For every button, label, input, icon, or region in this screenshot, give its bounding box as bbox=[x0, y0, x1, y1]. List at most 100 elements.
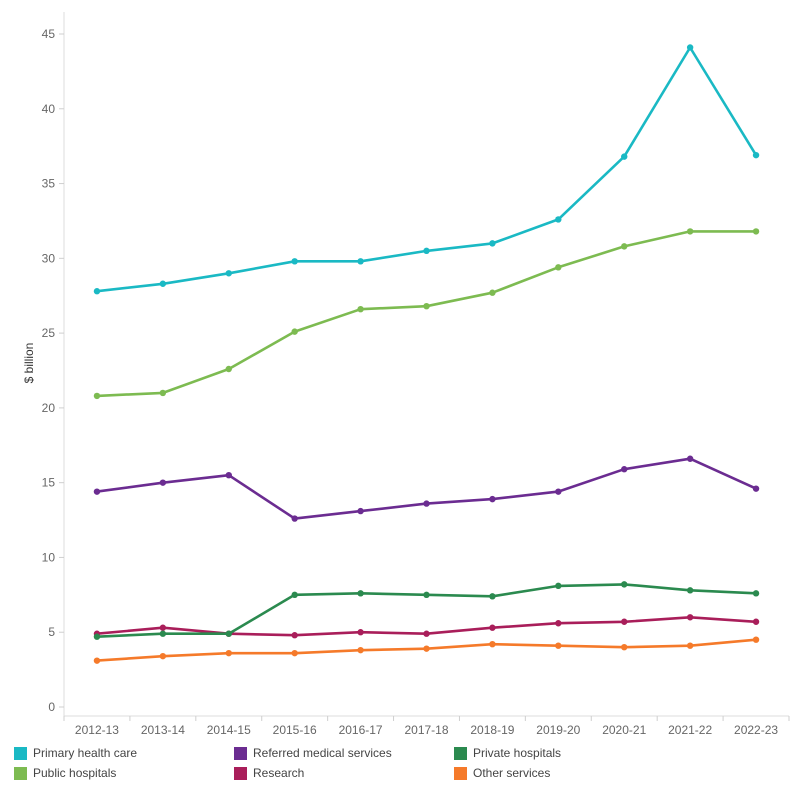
data-point-public-hospitals[interactable] bbox=[225, 365, 232, 373]
data-point-other-services[interactable] bbox=[291, 649, 298, 657]
data-point-primary-health-care[interactable] bbox=[357, 258, 364, 265]
data-point-private-hospitals[interactable] bbox=[93, 633, 101, 640]
line-chart: $ billion 0 5 10 15 20 25 30 35 40 45 2012-13 2013-… bbox=[22, 12, 790, 737]
x-tick-label: 2017-18 bbox=[404, 723, 448, 737]
series-other-services bbox=[93, 636, 760, 664]
legend-label: Public hospitals bbox=[33, 766, 117, 780]
y-tick-label: 10 bbox=[42, 550, 56, 564]
data-point-public-hospitals[interactable] bbox=[93, 392, 101, 400]
data-point-primary-health-care[interactable] bbox=[225, 270, 232, 277]
legend-swatch bbox=[454, 746, 467, 760]
y-tick-label: 40 bbox=[42, 102, 56, 116]
data-point-primary-health-care[interactable] bbox=[752, 151, 760, 159]
data-point-private-hospitals[interactable] bbox=[159, 630, 167, 637]
data-point-referred-medical-services[interactable] bbox=[93, 488, 101, 495]
data-point-other-services[interactable] bbox=[752, 636, 760, 643]
data-point-referred-medical-services[interactable] bbox=[621, 466, 628, 473]
data-point-referred-medical-services[interactable] bbox=[752, 485, 760, 492]
series-public-hospitals bbox=[93, 228, 760, 400]
data-point-other-services[interactable] bbox=[621, 643, 628, 651]
data-point-primary-health-care[interactable] bbox=[159, 280, 167, 287]
data-point-private-hospitals[interactable] bbox=[686, 587, 694, 594]
data-point-private-hospitals[interactable] bbox=[357, 590, 364, 597]
data-point-referred-medical-services[interactable] bbox=[686, 455, 694, 462]
data-point-primary-health-care[interactable] bbox=[621, 153, 628, 160]
data-point-other-services[interactable] bbox=[357, 646, 364, 654]
y-tick-label: 15 bbox=[42, 476, 56, 490]
y-tick-label: 45 bbox=[42, 27, 56, 41]
series-line-public-hospitals bbox=[95, 230, 758, 398]
y-axis-title: $ billion bbox=[22, 343, 36, 384]
data-point-other-services[interactable] bbox=[489, 640, 496, 648]
data-point-public-hospitals[interactable] bbox=[686, 228, 694, 235]
legend-item-public-hospitals[interactable]: Public hospitals bbox=[14, 766, 116, 780]
legend-item-private-hospitals[interactable]: Private hospitals bbox=[454, 746, 561, 760]
legend-swatch bbox=[454, 766, 467, 780]
data-point-research[interactable] bbox=[555, 620, 562, 627]
data-point-research[interactable] bbox=[621, 618, 628, 625]
data-point-private-hospitals[interactable] bbox=[555, 582, 562, 590]
legend-item-primary-health-care[interactable]: Primary health care bbox=[14, 746, 137, 760]
data-point-other-services[interactable] bbox=[555, 642, 562, 649]
data-point-research[interactable] bbox=[291, 632, 298, 639]
data-point-referred-medical-services[interactable] bbox=[225, 471, 232, 479]
x-tick-label: 2012-13 bbox=[75, 723, 119, 737]
legend-item-other-services[interactable]: Other services bbox=[454, 766, 550, 780]
data-point-primary-health-care[interactable] bbox=[93, 288, 101, 295]
y-tick-label: 0 bbox=[48, 700, 55, 714]
data-point-other-services[interactable] bbox=[423, 645, 430, 652]
data-point-research[interactable] bbox=[752, 618, 760, 625]
data-point-research[interactable] bbox=[686, 614, 694, 621]
data-point-public-hospitals[interactable] bbox=[621, 243, 628, 250]
y-tick-label: 20 bbox=[42, 401, 56, 415]
legend-label: Referred medical services bbox=[253, 746, 392, 760]
data-point-referred-medical-services[interactable] bbox=[555, 488, 562, 495]
data-point-private-hospitals[interactable] bbox=[489, 593, 496, 600]
y-tick-label: 30 bbox=[42, 251, 56, 265]
data-point-public-hospitals[interactable] bbox=[423, 302, 430, 310]
data-point-public-hospitals[interactable] bbox=[752, 228, 760, 235]
data-point-public-hospitals[interactable] bbox=[555, 264, 562, 271]
legend-item-referred-medical-services[interactable]: Referred medical services bbox=[234, 746, 392, 760]
data-point-referred-medical-services[interactable] bbox=[423, 500, 430, 507]
data-point-other-services[interactable] bbox=[93, 657, 101, 664]
x-tick-label: 2022-23 bbox=[734, 723, 778, 737]
series-line-referred-medical-services bbox=[95, 457, 758, 520]
data-point-primary-health-care[interactable] bbox=[489, 240, 496, 247]
data-point-primary-health-care[interactable] bbox=[423, 247, 430, 255]
data-point-public-hospitals[interactable] bbox=[291, 328, 298, 335]
data-point-private-hospitals[interactable] bbox=[752, 590, 760, 597]
data-point-public-hospitals[interactable] bbox=[489, 289, 496, 296]
data-point-research[interactable] bbox=[159, 624, 167, 631]
data-point-public-hospitals[interactable] bbox=[357, 305, 364, 313]
data-point-referred-medical-services[interactable] bbox=[357, 507, 364, 515]
x-tick-label: 2019-20 bbox=[536, 723, 580, 737]
data-point-referred-medical-services[interactable] bbox=[291, 515, 298, 522]
series-referred-medical-services bbox=[93, 455, 760, 522]
data-point-other-services[interactable] bbox=[159, 652, 167, 660]
legend-label: Other services bbox=[473, 766, 551, 780]
data-point-referred-medical-services[interactable] bbox=[489, 495, 496, 503]
x-tick-label: 2018-19 bbox=[470, 723, 514, 737]
data-point-primary-health-care[interactable] bbox=[686, 44, 694, 51]
data-point-primary-health-care[interactable] bbox=[291, 258, 298, 265]
data-point-private-hospitals[interactable] bbox=[423, 591, 430, 599]
x-tick-label: 2015-16 bbox=[273, 723, 317, 737]
x-tick-label: 2016-17 bbox=[339, 723, 383, 737]
data-point-research[interactable] bbox=[423, 630, 430, 637]
data-point-referred-medical-services[interactable] bbox=[159, 479, 167, 486]
data-point-research[interactable] bbox=[357, 629, 364, 636]
series-line-primary-health-care bbox=[95, 46, 758, 293]
legend-item-research[interactable]: Research bbox=[234, 766, 304, 780]
x-tick-label: 2013-14 bbox=[141, 723, 185, 737]
data-point-other-services[interactable] bbox=[225, 649, 232, 657]
series-private-hospitals bbox=[93, 581, 760, 640]
data-point-public-hospitals[interactable] bbox=[159, 389, 167, 397]
data-point-private-hospitals[interactable] bbox=[225, 630, 232, 637]
data-point-private-hospitals[interactable] bbox=[621, 581, 628, 588]
data-point-primary-health-care[interactable] bbox=[555, 216, 562, 223]
data-point-other-services[interactable] bbox=[686, 642, 694, 649]
data-point-research[interactable] bbox=[489, 624, 496, 631]
legend-label: Research bbox=[253, 766, 305, 780]
data-point-private-hospitals[interactable] bbox=[291, 591, 298, 599]
